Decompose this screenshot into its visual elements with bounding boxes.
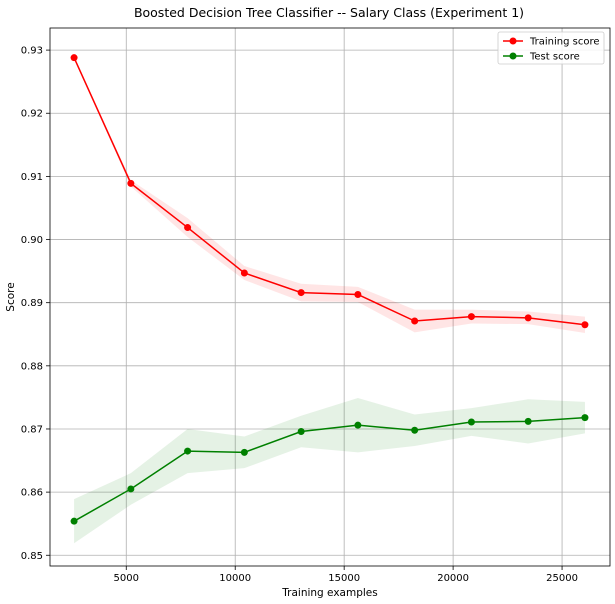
x-tick-label: 15000 [328,573,360,584]
test-score-point [184,447,192,455]
x-axis-ticks: 5000 10000 15000 20000 25000 [114,566,578,584]
training-score-band [74,56,585,333]
training-score-point [467,313,475,321]
legend-label-training-score: Training score [529,37,600,48]
test-score-point [70,517,78,525]
chart-title: Boosted Decision Tree Classifier -- Sala… [134,5,524,20]
y-axis-label: Score [5,282,17,311]
training-score-point [581,321,589,329]
legend-box [497,31,605,65]
training-score-line [73,57,586,326]
training-score-point [127,179,135,187]
test-score-point [411,426,419,434]
test-score-point [297,428,305,435]
legend-marker-training-score [509,37,517,45]
series-lines [73,57,586,522]
test-score-point [524,417,532,425]
x-axis-label: Training examples [281,587,377,599]
legend-label-test-score: Test score [529,52,580,63]
test-score-point [240,448,248,456]
training-score-point [70,54,78,62]
test-score-point [467,418,475,426]
x-tick-label: 20000 [437,573,469,584]
test-score-band [74,398,585,544]
y-tick-label: 0.87 [21,424,43,435]
x-tick-label: 10000 [219,573,251,584]
y-tick-label: 0.90 [21,235,43,246]
y-tick-label: 0.89 [21,298,43,309]
test-score-point [581,414,589,422]
training-score-point [354,290,362,298]
series-points [70,54,589,525]
y-tick-label: 0.88 [21,361,43,372]
legend: Training score Test score [497,31,605,65]
training-score-point [524,314,532,322]
test-score-point [354,421,362,429]
training-score-point [184,224,192,232]
training-score-point [411,317,419,325]
training-score-point [297,289,305,297]
test-score-line [73,416,585,522]
plot-area-frame [49,27,611,567]
y-tick-label: 0.93 [21,46,43,57]
legend-marker-test-score [509,52,517,60]
confidence-bands [74,56,585,544]
x-tick-label: 25000 [546,573,578,584]
test-score-point [127,485,135,493]
y-tick-label: 0.86 [21,488,43,499]
x-tick-label: 5000 [114,573,139,584]
y-tick-label: 0.85 [21,551,43,562]
y-tick-label: 0.91 [21,172,43,183]
y-tick-label: 0.92 [21,109,43,120]
y-axis-ticks: 0.85 0.86 0.87 0.88 0.89 0.90 0.91 0.92 0.93 [21,46,50,562]
training-score-point [240,269,248,277]
